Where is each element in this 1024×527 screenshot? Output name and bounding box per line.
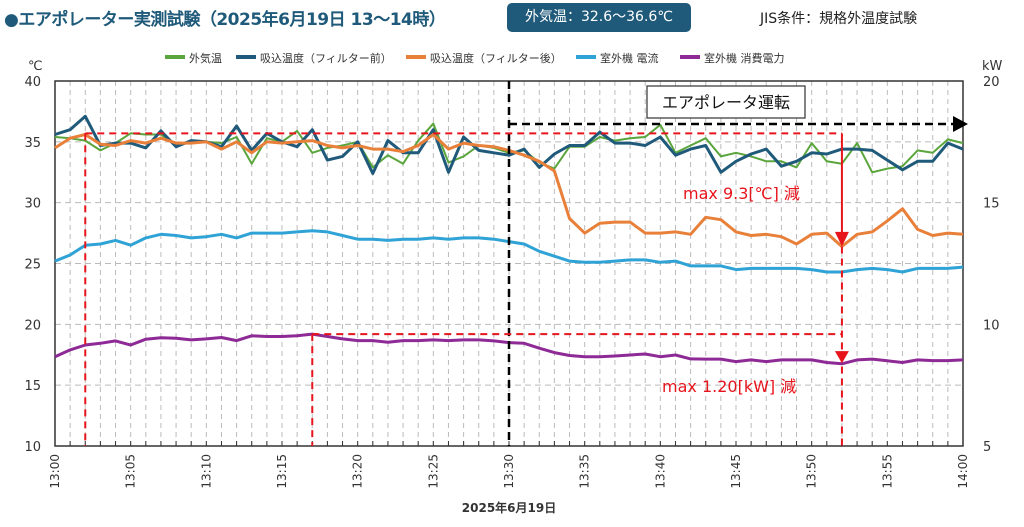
power-reduction-label: max 1.20[kW] 減 xyxy=(662,377,796,396)
x-tick-label: 13:55 xyxy=(880,454,894,489)
x-tick-label: 13:35 xyxy=(578,454,592,489)
x-tick-label: 13:50 xyxy=(805,454,819,489)
legend-swatch xyxy=(165,55,185,59)
legend-label: 外気温 xyxy=(189,51,222,65)
x-tick-label: 14:00 xyxy=(956,454,970,489)
y-left-tick-label: 35 xyxy=(24,136,41,151)
y-right-unit: kW xyxy=(982,59,1003,74)
y-left-unit: ℃ xyxy=(28,59,43,74)
arrow-down-icon xyxy=(834,351,849,364)
y-right-tick-label: 20 xyxy=(983,75,1000,90)
y-right-tick-label: 5 xyxy=(983,440,991,455)
y-left-tick-label: 25 xyxy=(24,258,41,273)
y-left-tick-label: 15 xyxy=(24,379,41,394)
temp-reduction-label: max 9.3[℃] 減 xyxy=(683,184,800,203)
legend-swatch xyxy=(236,55,256,59)
x-tick-label: 13:05 xyxy=(124,454,138,489)
x-tick-label: 13:30 xyxy=(502,454,516,489)
x-tick-label: 13:40 xyxy=(653,454,667,489)
x-tick-label: 13:20 xyxy=(351,454,365,489)
y-right-tick-label: 10 xyxy=(983,318,1000,333)
legend-label: 室外機 消費電力 xyxy=(704,51,785,65)
operation-label: エアポレータ運転 xyxy=(662,93,790,112)
y-left-tick-label: 40 xyxy=(24,75,41,90)
x-tick-label: 13:10 xyxy=(199,454,213,489)
legend-label: 吸込温度（フィルター後） xyxy=(430,51,562,65)
x-tick-label: 13:45 xyxy=(729,454,743,489)
y-right-tick-label: 15 xyxy=(983,197,1000,212)
y-left-tick-label: 10 xyxy=(24,440,41,455)
y-left-tick-label: 20 xyxy=(24,318,41,333)
legend-swatch xyxy=(576,55,596,59)
legend-label: 室外機 電流 xyxy=(600,51,659,65)
test-condition: JIS条件：規格外温度試験 xyxy=(760,11,918,27)
legend-label: 吸込温度（フィルター前） xyxy=(260,51,392,65)
y-left-tick-label: 30 xyxy=(24,197,41,212)
legend-swatch xyxy=(680,55,700,59)
x-tick-label: 13:15 xyxy=(275,454,289,489)
x-tick-label: 13:00 xyxy=(48,454,62,489)
operation-label-box xyxy=(646,85,806,119)
arrow-down-icon xyxy=(834,231,849,247)
x-tick-label: 13:25 xyxy=(426,454,440,489)
legend-swatch xyxy=(406,55,426,59)
x-axis-label: 2025年6月19日 xyxy=(462,500,556,515)
outside-temp-badge: 外気温：32.6～36.6℃ xyxy=(507,3,691,32)
arrow-right-icon xyxy=(953,116,968,132)
page-title: ●エアポレーター実測試験（2025年6月19日 13～14時） xyxy=(4,10,446,30)
